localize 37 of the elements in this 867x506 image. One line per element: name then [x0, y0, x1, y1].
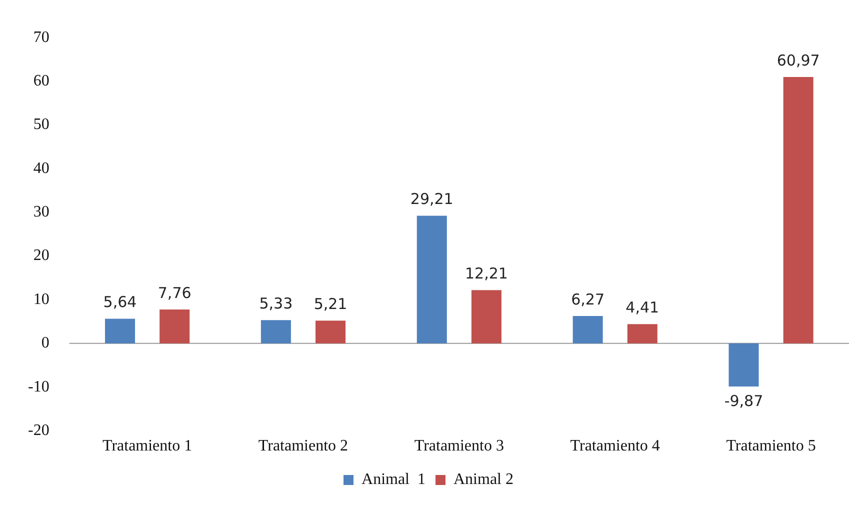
x-tick-label: Tratamiento 1	[102, 438, 192, 455]
bar	[160, 310, 190, 344]
x-tick-label: Tratamiento 4	[570, 438, 660, 455]
legend-label: Animal 1	[362, 471, 426, 488]
data-label: -9,87	[724, 392, 764, 410]
bar	[316, 320, 346, 344]
bar	[260, 320, 291, 344]
y-tick-label: 40	[33, 160, 50, 177]
data-label: 60,97	[776, 51, 820, 70]
bar	[471, 290, 502, 344]
y-tick-label: -20	[28, 422, 50, 440]
bar	[105, 318, 136, 344]
x-tick-label: Tratamiento 3	[414, 438, 504, 455]
data-label: 4,41	[626, 298, 660, 317]
data-label: 6,27	[571, 290, 605, 308]
y-tick-label: 30	[33, 204, 50, 221]
bar	[627, 324, 658, 344]
x-tick-label: Tratamiento 5	[726, 438, 816, 455]
data-label: 5,33	[259, 294, 293, 313]
y-tick-label: 0	[41, 334, 50, 352]
data-label: 7,76	[158, 284, 192, 302]
y-tick-label: 20	[33, 247, 50, 264]
bar	[728, 343, 759, 387]
legend-label: Animal 2	[454, 471, 514, 488]
x-tick-label: Tratamiento 2	[258, 438, 348, 455]
y-tick-label: 60	[33, 72, 50, 90]
bar	[783, 77, 814, 344]
data-label: 12,21	[464, 264, 508, 282]
data-label: 5,64	[103, 293, 137, 312]
y-tick-label: 70	[33, 28, 50, 46]
y-tick-label: 10	[33, 290, 50, 308]
y-tick-label: -10	[28, 378, 50, 396]
data-label: 29,21	[410, 190, 454, 208]
bar	[572, 316, 603, 344]
bar	[416, 216, 447, 344]
y-tick-label: 50	[33, 116, 50, 134]
data-label: 5,21	[314, 295, 348, 314]
